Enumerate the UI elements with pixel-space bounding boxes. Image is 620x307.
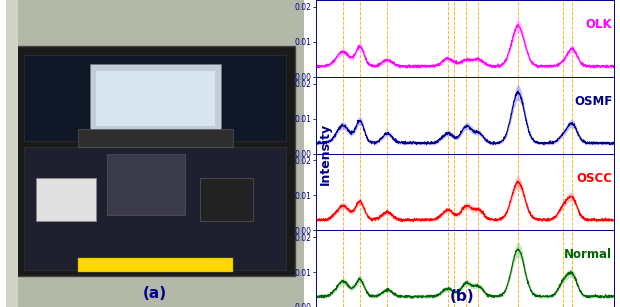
Text: OSMF: OSMF (574, 95, 613, 108)
Text: (b): (b) (450, 289, 474, 304)
Text: (a): (a) (143, 286, 167, 301)
Bar (78, 129, 232, 147)
Bar (90, 64, 221, 132)
Bar (78, 258, 232, 272)
Bar (200, 178, 254, 221)
Text: OSCC: OSCC (577, 172, 613, 185)
Text: Normal: Normal (564, 248, 613, 261)
Text: Intensity: Intensity (319, 122, 332, 185)
Bar (6, 0, 18, 307)
Bar (24, 55, 286, 141)
Bar (36, 178, 95, 221)
Bar (24, 147, 286, 270)
Text: OLK: OLK (586, 18, 613, 31)
Bar (95, 71, 215, 126)
Bar (107, 154, 185, 215)
Bar (15, 46, 295, 276)
